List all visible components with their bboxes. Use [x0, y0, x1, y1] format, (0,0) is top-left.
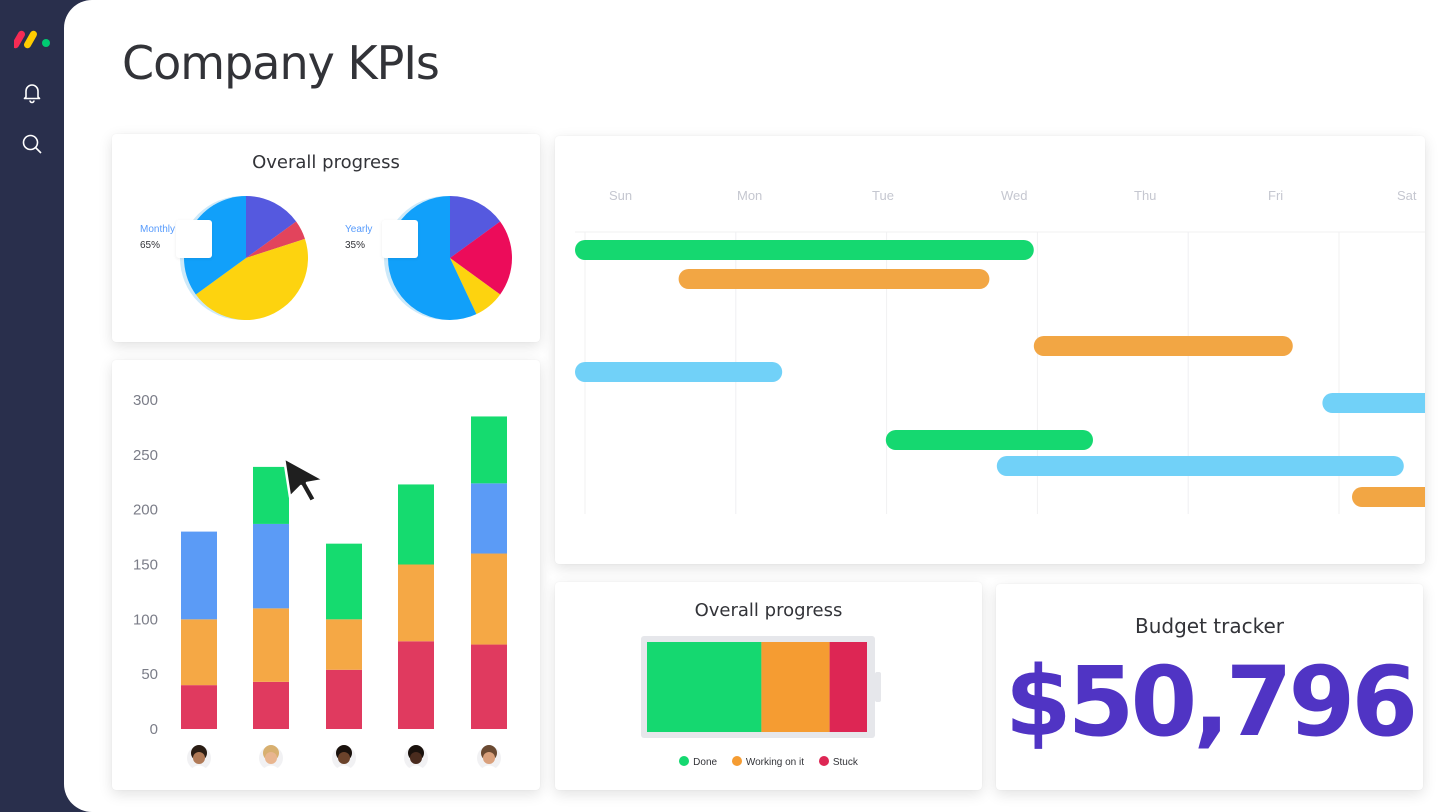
overall-progress-battery-card: Overall progress Done Working on it Stuc…	[555, 582, 982, 790]
avatar-2	[332, 745, 356, 770]
pies-card-title: Overall progress	[252, 152, 400, 173]
timeline-bar-4[interactable]	[1322, 393, 1425, 413]
timeline-bar-5[interactable]	[885, 430, 1093, 450]
timeline-bar-2[interactable]	[1033, 336, 1293, 356]
battery-terminal	[875, 672, 881, 702]
battery-legend: Done Working on it Stuck	[555, 756, 982, 768]
left-sidebar	[0, 0, 64, 812]
legend-done-dot	[679, 756, 690, 766]
legend-working-label: Working on it	[745, 757, 805, 768]
avatar-0	[187, 745, 211, 770]
timeline-bar-6[interactable]	[996, 456, 1404, 476]
yearly-name: Yearly	[345, 224, 373, 235]
bar-3-segment-1	[398, 564, 434, 642]
bar-0-segment-0	[181, 685, 217, 729]
budget-tracker-card: Budget tracker $50,796	[996, 584, 1423, 790]
bar-1-segment-2	[253, 523, 289, 609]
day-sun: Sun	[609, 188, 633, 203]
timeline-bar-1[interactable]	[678, 269, 990, 289]
page-title: Company KPIs	[122, 36, 440, 90]
mouse-cursor-icon	[282, 456, 326, 504]
monthly-pie-slice-1	[246, 221, 305, 258]
monthly-percent: 65%	[140, 240, 161, 251]
bar-1-segment-3	[253, 466, 289, 524]
bar-4-segment-1	[471, 553, 507, 645]
monthly-pie	[180, 196, 308, 320]
monthly-name: Monthly	[140, 224, 176, 235]
legend-done-label: Done	[693, 757, 718, 768]
day-fri: Fri	[1268, 188, 1284, 203]
bar-1-segment-0	[253, 681, 289, 729]
yearly-pie-slice-2	[450, 258, 501, 315]
yearly-pie-slice-1	[450, 221, 512, 295]
yearly-pie-slice-0	[450, 196, 501, 258]
monday-logo[interactable]	[14, 24, 54, 50]
battery-segment-done	[647, 642, 762, 732]
monthly-pie-slice-0	[246, 196, 297, 258]
day-wed: Wed	[1001, 188, 1028, 203]
timeline-card: Sun Mon Tue Wed Thu Fri Sat	[555, 136, 1425, 564]
day-mon: Mon	[737, 188, 763, 203]
bar-3-segment-3	[398, 484, 434, 565]
bar-1-segment-1	[253, 608, 289, 682]
monthly-label: Monthly 65%	[140, 224, 175, 251]
legend-stuck-label: Stuck	[832, 757, 858, 768]
legend-working: Working on it	[731, 756, 805, 768]
day-thu: Thu	[1134, 188, 1157, 203]
day-sat: Sat	[1397, 188, 1417, 203]
y-tick-300: 300	[133, 392, 158, 409]
bar-0-segment-1	[181, 619, 217, 686]
avatar-3	[404, 745, 428, 770]
y-tick-250: 250	[133, 447, 158, 464]
bar-0-segment-2	[181, 531, 217, 620]
search-icon[interactable]	[20, 132, 44, 156]
legend-stuck: Stuck	[818, 756, 858, 768]
stacked-bar-chart-card: 0 50 100 150 200 250 300	[112, 360, 540, 790]
bell-icon[interactable]	[20, 80, 44, 104]
battery-graphic	[641, 636, 881, 738]
y-tick-200: 200	[133, 502, 158, 519]
legend-stuck-dot	[818, 756, 829, 766]
timeline-grid	[575, 231, 1425, 514]
budget-title: Budget tracker	[1134, 614, 1284, 638]
yearly-label-tab	[382, 220, 418, 258]
timeline-bar-7[interactable]	[1352, 487, 1425, 507]
avatar-4	[477, 745, 501, 770]
y-tick-150: 150	[133, 557, 158, 574]
bar-4-segment-0	[471, 644, 507, 729]
bar-2-segment-3	[326, 543, 362, 620]
battery-segment-working-on-it	[761, 642, 830, 732]
bar-4-segment-3	[471, 416, 507, 484]
y-tick-0: 0	[150, 721, 158, 738]
bar-2-segment-1	[326, 619, 362, 670]
monthly-label-tab	[176, 220, 212, 258]
day-tue: Tue	[872, 188, 894, 203]
battery-card-title: Overall progress	[694, 600, 843, 621]
stacked-bar-chart: 0 50 100 150 200 250 300	[133, 392, 507, 770]
y-tick-50: 50	[141, 666, 158, 683]
battery-segment-stuck	[829, 642, 867, 732]
yearly-label: Yearly 35%	[345, 224, 372, 251]
bar-3-segment-0	[398, 641, 434, 729]
monthly-pie-slice-2	[195, 238, 308, 320]
timeline-bar-0[interactable]	[575, 240, 1034, 260]
dashboard-main: Company KPIs Overall progress Monthly 65…	[64, 0, 1442, 812]
bar-4-segment-2	[471, 483, 507, 554]
avatar-1	[259, 745, 283, 770]
yearly-percent: 35%	[345, 240, 366, 251]
y-tick-100: 100	[133, 611, 158, 628]
legend-done: Done	[679, 756, 717, 768]
overall-progress-pies-card: Overall progress Monthly 65% Yearly 35%	[112, 134, 540, 342]
yearly-pie	[384, 196, 512, 320]
budget-amount: $50,796	[1004, 646, 1418, 758]
bar-2-segment-0	[326, 669, 362, 729]
timeline-bar-3[interactable]	[575, 362, 783, 382]
legend-working-dot	[731, 756, 742, 766]
